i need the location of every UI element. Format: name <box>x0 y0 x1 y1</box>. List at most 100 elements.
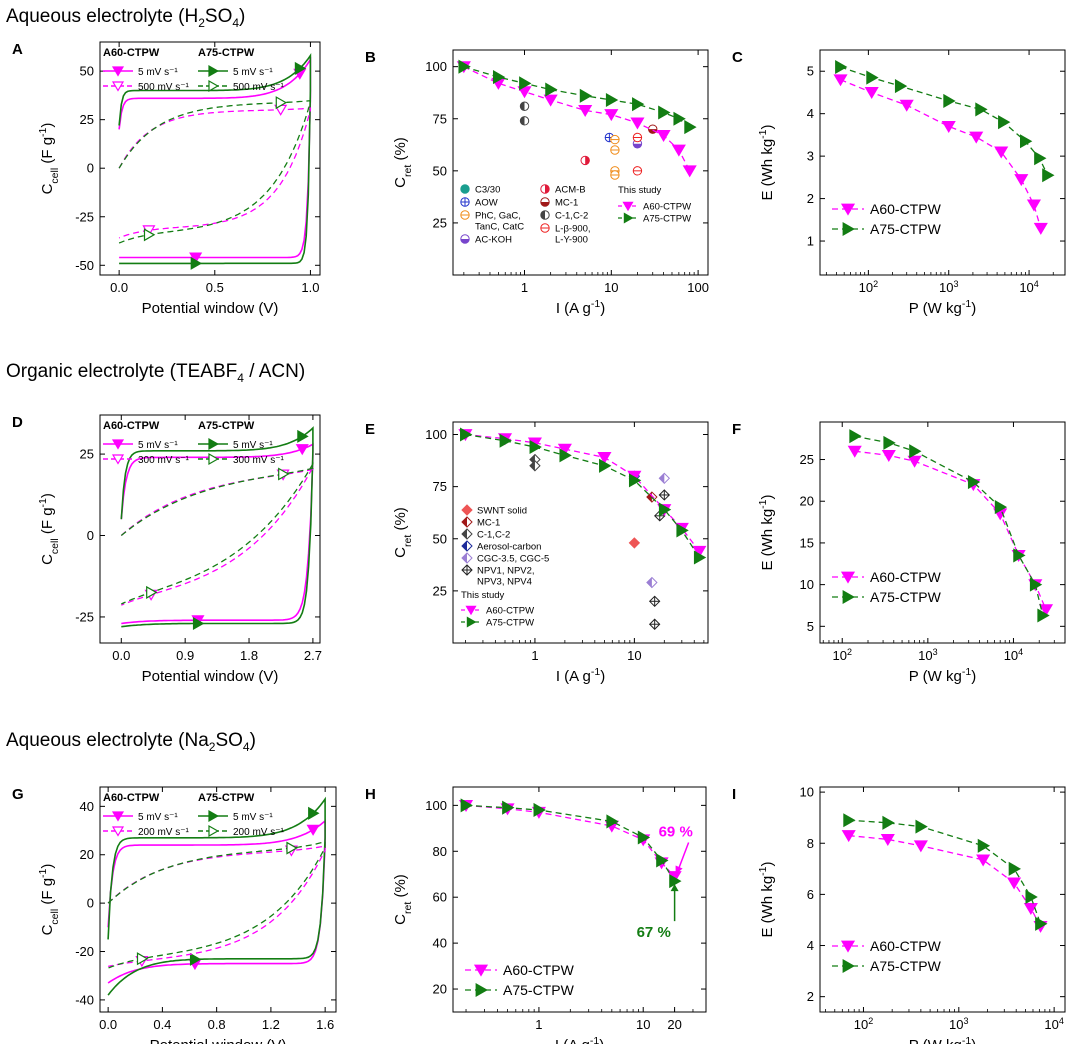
legend-label: 5 mV s⁻¹ <box>138 440 178 451</box>
legend-item: A60-CTPW <box>832 569 942 585</box>
series-group <box>458 799 682 884</box>
x-tick-label: 0.5 <box>206 280 224 295</box>
legend-marker <box>208 79 219 93</box>
legend-label: A60-CTPW <box>486 606 534 617</box>
data-point <box>1034 151 1047 166</box>
data-point <box>1007 877 1022 890</box>
x-axis-label: Potential window (V) <box>150 1037 287 1044</box>
legend-marker <box>475 982 488 998</box>
section-title-subscript: 4 <box>242 739 250 754</box>
legend-item: A75-CTPW <box>832 221 942 237</box>
legend-item: PhC, GaC,TanC, CatC <box>460 210 524 233</box>
data-point <box>975 102 988 117</box>
legend-label: 5 mV s⁻¹ <box>138 67 178 78</box>
legend-marker <box>466 616 477 628</box>
legend-item: C3/30 <box>460 184 500 196</box>
section-title-text: Aqueous electrolyte (H <box>6 6 199 27</box>
legend-marker <box>461 528 473 540</box>
ref-marker-half <box>540 210 545 220</box>
ref-data-point <box>658 472 671 484</box>
legend-item: 5 mV s⁻¹ <box>103 439 178 451</box>
legend-item: CGC-3.5, CGC-5 <box>461 552 549 565</box>
series-group <box>835 59 1055 183</box>
legend-item: AC-KOH <box>460 234 512 246</box>
plot-frame <box>819 421 1066 644</box>
y-tick-label: 50 <box>433 163 447 178</box>
data-point <box>502 800 515 815</box>
legend-marker <box>208 824 219 838</box>
data-point <box>684 120 697 135</box>
chart-panel-b: 1 10 100 25 50 75 100 I (A g-1) Cret (%) B C3/30 AO… <box>365 49 709 317</box>
y-tick-label: 10 <box>800 785 814 800</box>
section-title-subscript: 2 <box>198 15 205 30</box>
data-point <box>605 92 619 108</box>
legend-marker <box>208 64 219 78</box>
data-point <box>1014 174 1029 187</box>
legend-item: 5 mV s⁻¹ <box>198 437 273 451</box>
legend: A60-CTPW A75-CTPW <box>832 938 942 974</box>
data-point <box>909 444 922 459</box>
ref-marker-half <box>460 239 470 244</box>
y-tick-label: -50 <box>75 258 94 273</box>
ref-marker-half <box>462 553 467 563</box>
y-tick-label: 75 <box>433 479 447 494</box>
cv-marker <box>286 841 298 855</box>
data-point <box>880 834 895 846</box>
plot-frame <box>452 421 709 644</box>
ref-marker-half <box>648 129 657 134</box>
section-title-subscript: 4 <box>237 370 244 385</box>
y-tick-label: 25 <box>433 583 447 598</box>
x-tick-label: 20 <box>667 1017 681 1032</box>
cv-curve <box>120 466 314 606</box>
y-tick-label: 0 <box>87 161 94 176</box>
cv-marker <box>306 824 320 836</box>
ref-data-point <box>610 145 620 155</box>
panel-letter: B <box>365 49 376 66</box>
section-title-text: SO <box>215 730 243 751</box>
legend-label: A75-CTPW <box>643 214 691 225</box>
section-title-h2so4: Aqueous electrolyte (H2SO4) <box>6 6 245 30</box>
y-tick-label: 80 <box>433 844 447 859</box>
legend-label: NPV3, NPV4 <box>477 577 532 588</box>
data-point <box>630 117 645 130</box>
x-tick-label: 0.9 <box>176 648 194 663</box>
data-point <box>597 452 612 465</box>
plot-frame <box>819 786 1066 1013</box>
series-line <box>463 66 691 172</box>
x-tick-label: 102 <box>859 279 878 295</box>
data-point <box>460 427 473 442</box>
section-title-text: ) <box>249 730 256 751</box>
cv-curve-group <box>120 461 314 605</box>
legend-marker <box>461 504 473 516</box>
y-tick-label: 20 <box>80 847 94 862</box>
x-axis-label: P (W kg-1) <box>909 1035 976 1044</box>
ref-data-point <box>610 134 620 145</box>
y-tick-label: 20 <box>800 494 814 509</box>
y-tick-label: 5 <box>807 64 814 79</box>
legend-label: L-β-900, <box>555 224 591 235</box>
cv-curve <box>107 796 326 996</box>
plot-frame <box>819 49 1066 276</box>
data-point <box>557 443 572 456</box>
ref-marker-half <box>646 577 652 588</box>
ref-marker-half <box>545 184 550 194</box>
x-tick-label: 103 <box>918 647 937 663</box>
cv-curve-group <box>107 845 326 968</box>
data-point <box>1026 199 1041 212</box>
legend-item: 5 mV s⁻¹ <box>103 811 178 823</box>
legend-marker <box>473 964 489 977</box>
x-tick-label: 102 <box>832 647 851 663</box>
cv-marker <box>192 616 205 631</box>
data-point <box>499 433 512 448</box>
cv-curve <box>107 840 326 969</box>
legend-label: AOW <box>475 198 498 209</box>
legend-marker <box>460 234 470 244</box>
legend-item: MC-1 <box>540 197 578 209</box>
legend-label: 5 mV s⁻¹ <box>138 812 178 823</box>
cv-curve-group <box>118 53 312 270</box>
data-point <box>864 87 879 100</box>
cv-curve-group <box>118 96 312 244</box>
legend-item: AOW <box>460 197 498 209</box>
legend-marker <box>461 552 473 564</box>
